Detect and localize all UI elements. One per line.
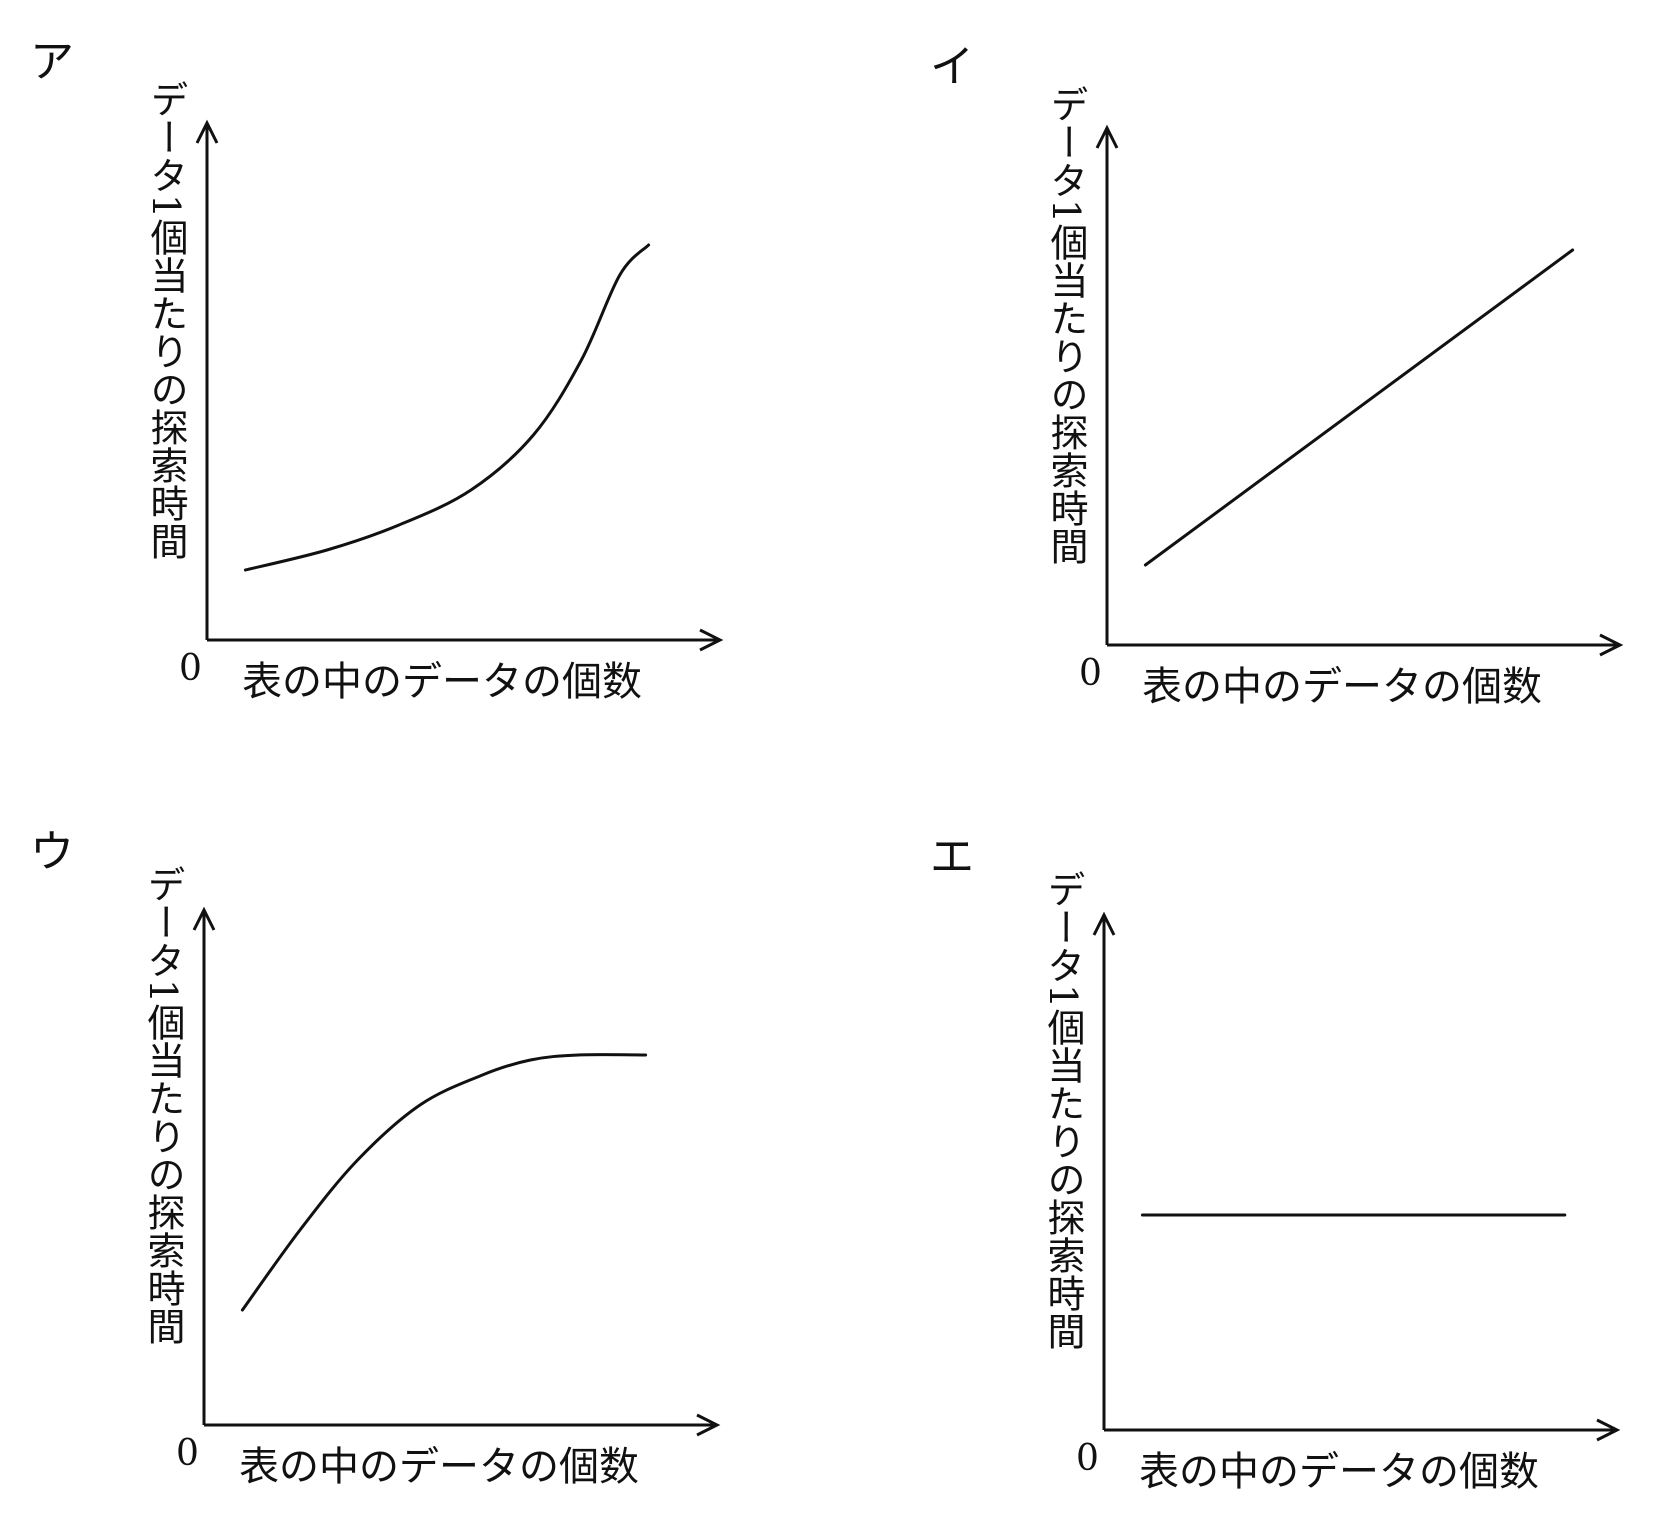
series-line xyxy=(240,1053,648,1312)
origin-label: 0 xyxy=(179,648,202,689)
y-axis-label: データ1個当たりの探索時間 xyxy=(1041,870,1085,1350)
panel-label: エ xyxy=(930,832,974,883)
x-axis-arrow xyxy=(696,1413,721,1437)
x-axis-label: 表の中のデータの個数 xyxy=(1139,1449,1539,1495)
x-axis-arrow xyxy=(1596,1418,1621,1442)
y-axis-arrow xyxy=(1095,124,1119,149)
y-axis-arrow xyxy=(192,906,216,931)
origin-label: 0 xyxy=(1079,653,1102,694)
y-axis-arrow xyxy=(1092,911,1116,936)
y-axis-label: データ1個当たりの探索時間 xyxy=(1044,85,1088,565)
x-axis-arrow xyxy=(699,628,724,652)
x-axis-arrow xyxy=(1599,633,1624,657)
panel-label: ウ xyxy=(30,827,74,878)
panel-label: ア xyxy=(30,37,74,88)
y-axis-arrow xyxy=(195,119,219,144)
chart-panel: イ 0 表の中のデータの個数 データ1個当たりの探索時間 xyxy=(930,42,1624,710)
chart-panel: ア 0 表の中のデータの個数 データ1個当たりの探索時間 xyxy=(30,37,724,705)
y-axis-label: データ1個当たりの探索時間 xyxy=(141,865,185,1345)
x-axis-label: 表の中のデータの個数 xyxy=(242,659,642,705)
x-axis-label: 表の中のデータの個数 xyxy=(1142,664,1542,710)
series-line xyxy=(1143,248,1575,567)
chart-panel: エ 0 表の中のデータの個数 データ1個当たりの探索時間 xyxy=(930,832,1621,1495)
chart-panel: ウ 0 表の中のデータの個数 データ1個当たりの探索時間 xyxy=(30,827,721,1490)
y-axis-label: データ1個当たりの探索時間 xyxy=(144,80,188,560)
x-axis-label: 表の中のデータの個数 xyxy=(239,1444,639,1490)
series-line xyxy=(243,243,651,572)
panel-label: イ xyxy=(930,42,974,93)
origin-label: 0 xyxy=(1076,1438,1099,1479)
origin-label: 0 xyxy=(176,1433,199,1474)
